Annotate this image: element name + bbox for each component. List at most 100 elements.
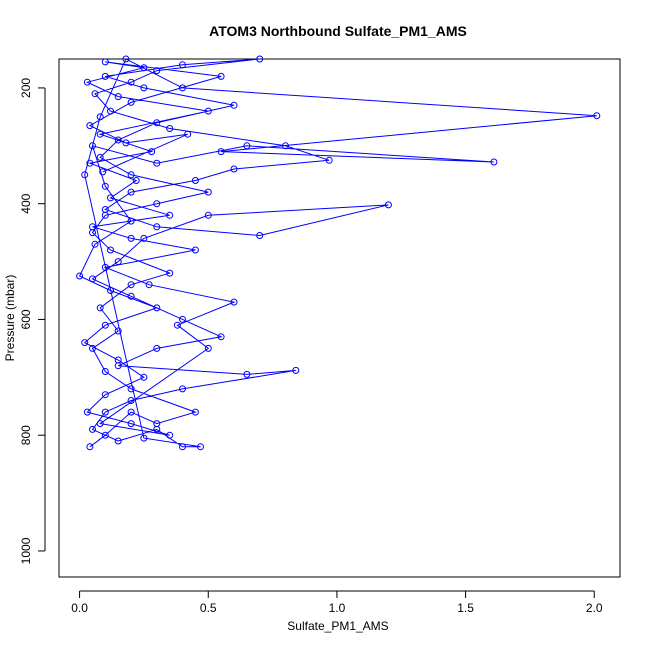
data-point	[122, 139, 130, 147]
data-point	[153, 425, 161, 433]
data-point	[96, 130, 104, 138]
data-point	[256, 55, 264, 63]
data-point	[179, 315, 186, 323]
data-point	[91, 240, 99, 248]
plot-frame	[58, 58, 621, 578]
data-point	[166, 211, 174, 219]
data-point	[173, 321, 181, 329]
x-axis: 0.0 0.5 1.0 1.5 2.0	[71, 590, 603, 615]
data-point	[83, 408, 91, 416]
data-point	[114, 93, 122, 101]
data-point	[230, 101, 238, 109]
data-point	[99, 168, 107, 176]
data-point	[76, 272, 84, 280]
data-point	[153, 159, 161, 167]
data-point	[179, 84, 186, 92]
data-point	[204, 188, 212, 196]
data-point	[101, 182, 109, 190]
data-point	[89, 142, 96, 150]
data-point	[127, 292, 135, 300]
data-point	[89, 223, 96, 231]
data-point	[114, 437, 122, 445]
data-point	[197, 443, 204, 451]
data-point	[140, 234, 148, 242]
data-point	[593, 112, 601, 120]
y-tick-label: 200	[19, 78, 33, 98]
data-point	[83, 78, 91, 86]
x-tick-label: 1.5	[457, 601, 474, 615]
data-point	[127, 397, 135, 404]
data-point	[282, 142, 289, 150]
data-point	[127, 188, 135, 196]
y-axis: 200 400 600 800 1000	[19, 78, 46, 564]
data-point	[204, 107, 212, 115]
data-point	[107, 107, 114, 115]
data-point	[179, 443, 186, 451]
data-point	[114, 258, 122, 266]
data-point	[127, 420, 135, 428]
data-layer	[76, 55, 601, 451]
series-line	[78, 58, 597, 448]
data-point	[122, 55, 130, 63]
y-tick-label: 600	[19, 309, 33, 329]
y-tick-label: 1000	[19, 537, 33, 564]
y-tick-label: 800	[19, 425, 33, 445]
x-tick-label: 2.0	[586, 601, 603, 615]
data-point	[127, 385, 135, 393]
data-point	[86, 443, 94, 451]
x-tick-label: 1.0	[329, 601, 346, 615]
data-point	[127, 234, 135, 242]
x-tick-label: 0.0	[71, 601, 88, 615]
data-point	[145, 281, 153, 289]
data-point	[217, 148, 225, 156]
data-point	[184, 130, 192, 138]
data-point	[89, 275, 96, 283]
data-point	[153, 304, 161, 312]
data-point	[107, 194, 114, 202]
data-point	[86, 122, 94, 130]
data-point	[166, 431, 174, 439]
chart-title: ATOM3 Northbound Sulfate_PM1_AMS	[209, 23, 467, 39]
data-point	[101, 321, 109, 329]
data-point	[127, 78, 135, 86]
data-point	[140, 373, 148, 381]
data-point	[191, 408, 199, 416]
data-point	[179, 385, 186, 393]
data-point	[166, 125, 174, 132]
data-point	[230, 165, 238, 173]
data-point	[127, 217, 135, 225]
data-point	[153, 67, 161, 75]
data-point	[107, 287, 114, 294]
data-point	[89, 425, 96, 433]
data-point	[127, 171, 135, 179]
data-point	[132, 177, 140, 184]
data-point	[101, 391, 109, 399]
data-point	[217, 333, 225, 341]
data-point	[96, 153, 104, 161]
x-axis-label: Sulfate_PM1_AMS	[287, 619, 388, 633]
data-point	[96, 113, 104, 121]
data-point	[101, 408, 109, 416]
data-point	[101, 431, 109, 439]
data-point	[140, 64, 148, 72]
data-point	[191, 177, 199, 184]
data-point	[89, 344, 96, 352]
data-point	[81, 339, 89, 347]
data-point	[148, 148, 156, 156]
data-point	[96, 420, 104, 428]
y-axis-label: Pressure (mbar)	[3, 275, 17, 362]
data-point	[101, 263, 109, 271]
data-point	[140, 434, 148, 442]
data-point	[101, 368, 109, 375]
data-point	[96, 304, 104, 312]
data-point	[91, 90, 99, 98]
data-point	[256, 232, 264, 239]
x-tick-label: 0.5	[200, 601, 217, 615]
data-point	[243, 370, 251, 378]
data-point	[140, 84, 148, 92]
data-point	[292, 366, 300, 374]
data-point	[166, 269, 174, 277]
data-point	[101, 206, 109, 213]
data-point	[127, 98, 135, 106]
